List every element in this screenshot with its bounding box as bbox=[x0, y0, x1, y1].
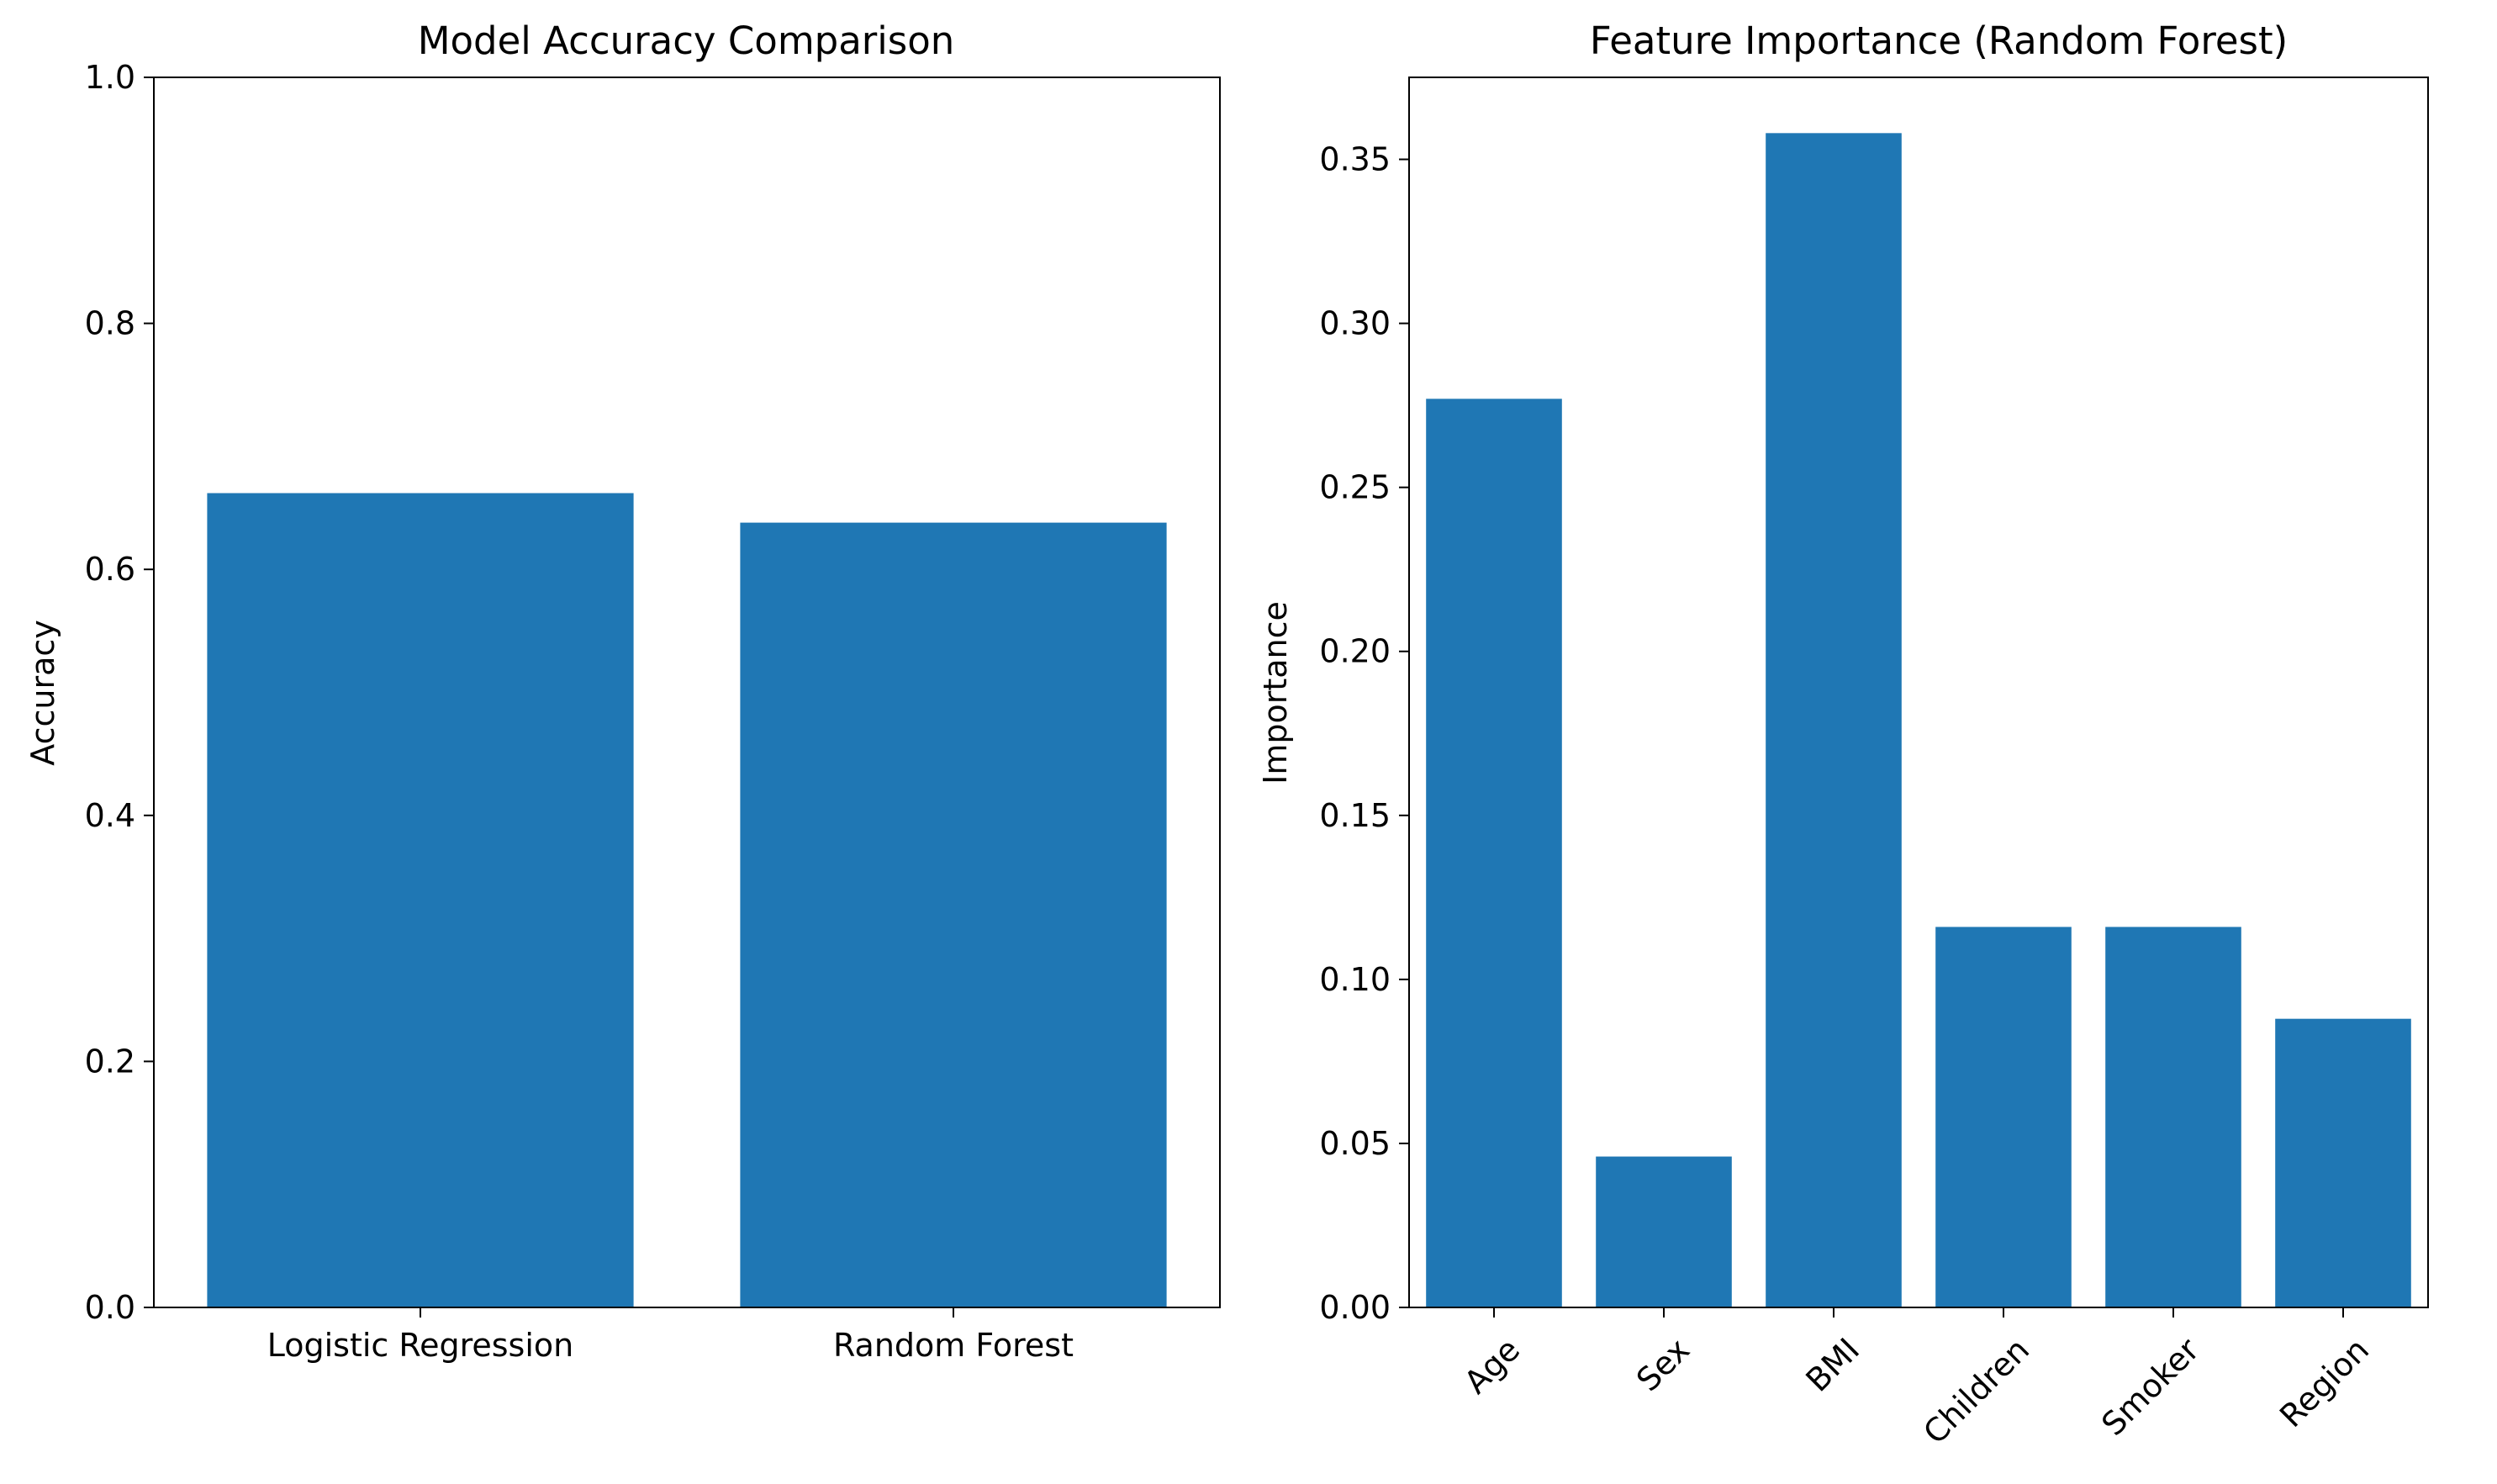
y-tick-label: 0.30 bbox=[1319, 305, 1391, 342]
y-tick-label: 0.4 bbox=[85, 797, 135, 834]
x-tick-label: BMI bbox=[1799, 1331, 1867, 1399]
y-tick-label: 0.00 bbox=[1319, 1289, 1391, 1326]
bar-age bbox=[1426, 399, 1562, 1307]
importance-y-axis-label: Importance bbox=[1257, 601, 1294, 784]
y-tick-label: 0.20 bbox=[1319, 633, 1391, 670]
plot-frame bbox=[153, 77, 1221, 1308]
y-tick-label: 1.0 bbox=[85, 59, 135, 96]
bar-logistic-regression bbox=[207, 493, 634, 1307]
bar-bmi bbox=[1766, 133, 1902, 1308]
plot-frame bbox=[1408, 77, 2429, 1308]
accuracy-chart-title: Model Accuracy Comparison bbox=[418, 18, 955, 63]
y-tick-label: 0.25 bbox=[1319, 469, 1391, 506]
x-tick-label: Sex bbox=[1629, 1331, 1697, 1398]
y-tick-label: 0.35 bbox=[1319, 141, 1391, 178]
y-tick-label: 0.10 bbox=[1319, 961, 1391, 998]
y-tick-label: 0.6 bbox=[85, 551, 135, 588]
x-tick-label: Smoker bbox=[2094, 1331, 2206, 1443]
bar-region bbox=[2275, 1018, 2411, 1307]
feature-importance-chart: Feature Importance (Random Forest) Impor… bbox=[1257, 18, 2429, 1451]
accuracy-y-axis-label: Accuracy bbox=[24, 620, 61, 766]
accuracy-chart: Model Accuracy Comparison Accuracy 0.0 0.… bbox=[24, 18, 1221, 1364]
bar-sex bbox=[1596, 1156, 1732, 1307]
x-tick-label: Region bbox=[2273, 1331, 2376, 1434]
y-tick-label: 0.0 bbox=[85, 1289, 135, 1326]
x-tick-label: Children bbox=[1916, 1331, 2036, 1451]
x-tick-label: Random Forest bbox=[833, 1327, 1074, 1364]
y-tick-label: 0.8 bbox=[85, 305, 135, 342]
bar-smoker bbox=[2105, 927, 2241, 1307]
y-tick-label: 0.05 bbox=[1319, 1125, 1391, 1162]
x-tick-label: Age bbox=[1457, 1331, 1527, 1401]
bar-random-forest bbox=[740, 522, 1167, 1307]
y-tick-label: 0.15 bbox=[1319, 797, 1391, 834]
feature-importance-chart-title: Feature Importance (Random Forest) bbox=[1590, 18, 2288, 63]
x-tick-label: Logistic Regression bbox=[267, 1327, 574, 1364]
y-tick-label: 0.2 bbox=[85, 1043, 135, 1080]
bar-children bbox=[1935, 927, 2072, 1307]
